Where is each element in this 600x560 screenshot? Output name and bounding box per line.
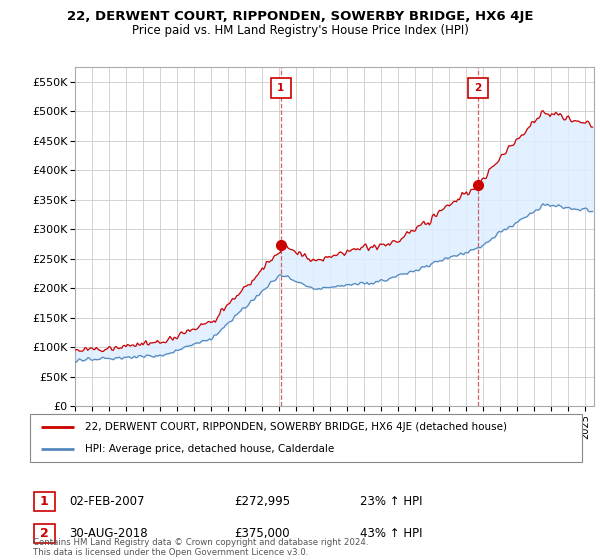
FancyBboxPatch shape: [34, 524, 55, 543]
Text: 2: 2: [40, 526, 49, 540]
Text: 43% ↑ HPI: 43% ↑ HPI: [360, 526, 422, 540]
Text: 1: 1: [277, 82, 284, 92]
Text: Contains HM Land Registry data © Crown copyright and database right 2024.
This d: Contains HM Land Registry data © Crown c…: [33, 538, 368, 557]
Text: £272,995: £272,995: [234, 494, 290, 508]
Text: 2: 2: [474, 82, 481, 92]
FancyBboxPatch shape: [30, 414, 582, 462]
Text: 02-FEB-2007: 02-FEB-2007: [69, 494, 145, 508]
Text: 22, DERWENT COURT, RIPPONDEN, SOWERBY BRIDGE, HX6 4JE: 22, DERWENT COURT, RIPPONDEN, SOWERBY BR…: [67, 10, 533, 23]
Text: £375,000: £375,000: [234, 526, 290, 540]
Text: Price paid vs. HM Land Registry's House Price Index (HPI): Price paid vs. HM Land Registry's House …: [131, 24, 469, 36]
FancyBboxPatch shape: [34, 492, 55, 511]
Text: HPI: Average price, detached house, Calderdale: HPI: Average price, detached house, Cald…: [85, 444, 334, 454]
Text: 23% ↑ HPI: 23% ↑ HPI: [360, 494, 422, 508]
Text: 1: 1: [40, 494, 49, 508]
Text: 30-AUG-2018: 30-AUG-2018: [69, 526, 148, 540]
Text: 22, DERWENT COURT, RIPPONDEN, SOWERBY BRIDGE, HX6 4JE (detached house): 22, DERWENT COURT, RIPPONDEN, SOWERBY BR…: [85, 422, 507, 432]
